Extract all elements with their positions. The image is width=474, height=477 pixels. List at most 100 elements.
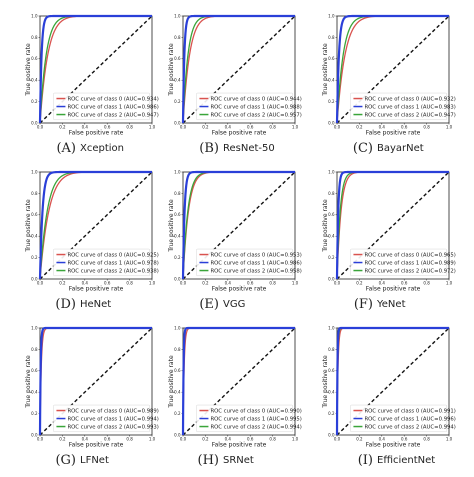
legend-entry: ROC curve of class 2 (AUC=0.993): [67, 424, 158, 430]
x-axis-label: False positive rate: [366, 130, 421, 137]
y-axis-label: True positive rate: [168, 355, 175, 409]
x-tick-label: 0.4: [82, 437, 89, 442]
x-tick-label: 1.0: [292, 125, 299, 130]
roc-chart-d: 0.0 0.2 0.4 0.6 0.8 1.0 0.0 0.2 0.4 0.6 0.8 1.0 Fals…: [25, 169, 159, 312]
x-tick-label: 1.0: [292, 437, 299, 442]
x-axis-label: False positive rate: [69, 442, 124, 449]
y-tick-label: 0.4: [31, 234, 38, 239]
roc-chart-f: 0.0 0.2 0.4 0.6 0.8 1.0 0.0 0.2 0.4 0.6 0.8 1.0 Fals…: [322, 169, 456, 312]
y-tick-label: 1.0: [328, 325, 335, 330]
y-tick-label: 1.0: [174, 169, 181, 174]
legend-entry: ROC curve of class 0 (AUC=0.934): [67, 96, 158, 102]
y-tick-label: 0.2: [31, 99, 38, 104]
y-tick-label: 0.6: [31, 212, 38, 217]
legend-entry: ROC curve of class 0 (AUC=0.989): [67, 408, 158, 414]
y-tick-label: 0.6: [31, 56, 38, 61]
x-tick-label: 0.8: [269, 125, 276, 130]
x-tick-label: 0.8: [126, 125, 133, 130]
x-tick-label: 0.0: [334, 125, 341, 130]
x-tick-label: 0.0: [37, 281, 44, 286]
y-tick-label: 0.0: [328, 276, 335, 281]
roc-curve-class-1: [181, 170, 295, 280]
x-tick-label: 0.6: [247, 125, 254, 130]
y-axis-label: True positive rate: [322, 355, 329, 409]
y-tick-label: 0.8: [328, 35, 335, 40]
x-tick-label: 0.6: [104, 437, 111, 442]
roc-curve-class-1: [335, 326, 449, 436]
legend-entry: ROC curve of class 0 (AUC=0.991): [364, 408, 455, 414]
x-tick-label: 0.6: [104, 125, 111, 130]
y-tick-label: 0.2: [31, 411, 38, 416]
x-tick-label: 0.2: [59, 125, 66, 130]
y-tick-label: 1.0: [174, 13, 181, 18]
y-tick-label: 0.2: [174, 255, 181, 260]
y-axis-label: True positive rate: [25, 199, 32, 253]
caption-name: VGG: [223, 299, 245, 310]
legend-entry: ROC curve of class 0 (AUC=0.965): [364, 252, 455, 258]
legend-entry: ROC curve of class 1 (AUC=0.983): [364, 104, 455, 110]
legend-entry: ROC curve of class 1 (AUC=0.994): [67, 416, 158, 422]
caption-letter: (C): [353, 141, 373, 156]
caption-letter: (E): [199, 297, 219, 312]
y-tick-label: 0.0: [31, 276, 38, 281]
x-tick-label: 0.8: [423, 125, 430, 130]
caption-name: HeNet: [80, 299, 111, 310]
y-tick-label: 0.2: [328, 411, 335, 416]
legend-box: [196, 92, 293, 120]
x-tick-label: 0.4: [82, 125, 89, 130]
y-tick-label: 1.0: [174, 325, 181, 330]
y-axis-label: True positive rate: [168, 43, 175, 97]
x-tick-label: 0.0: [180, 125, 187, 130]
x-tick-label: 0.6: [247, 437, 254, 442]
x-tick-label: 0.0: [180, 437, 187, 442]
x-axis-label: False positive rate: [69, 286, 124, 293]
x-tick-label: 0.8: [423, 437, 430, 442]
y-tick-label: 0.8: [174, 347, 181, 352]
legend-entry: ROC curve of class 1 (AUC=0.995): [210, 416, 301, 422]
caption-name: YeNet: [376, 299, 406, 310]
y-axis-label: True positive rate: [25, 355, 32, 409]
x-tick-label: 0.6: [104, 281, 111, 286]
x-tick-label: 0.0: [37, 125, 44, 130]
x-tick-label: 0.2: [59, 437, 66, 442]
y-tick-label: 1.0: [328, 169, 335, 174]
x-tick-label: 0.4: [379, 125, 386, 130]
roc-curve-class-1: [38, 170, 152, 280]
roc-chart-c: 0.0 0.2 0.4 0.6 0.8 1.0 0.0 0.2 0.4 0.6 0.8 1.0 Fals…: [322, 13, 456, 156]
roc-curve-class-1: [181, 326, 295, 436]
x-axis-label: False positive rate: [212, 442, 267, 449]
legend-box: [350, 92, 447, 120]
y-tick-label: 1.0: [31, 325, 38, 330]
legend-box: [53, 92, 150, 120]
y-tick-label: 0.6: [174, 56, 181, 61]
legend-entry: ROC curve of class 1 (AUC=0.988): [210, 104, 301, 110]
y-tick-label: 0.4: [174, 390, 181, 395]
legend-box: [350, 248, 447, 276]
caption-letter: (A): [56, 141, 76, 156]
x-tick-label: 0.4: [82, 281, 89, 286]
y-axis-label: True positive rate: [25, 43, 32, 97]
x-axis-label: False positive rate: [212, 286, 267, 293]
legend-entry: ROC curve of class 2 (AUC=0.947): [364, 112, 455, 118]
y-tick-label: 0.0: [174, 432, 181, 437]
y-tick-label: 0.2: [328, 255, 335, 260]
legend-entry: ROC curve of class 0 (AUC=0.944): [210, 96, 301, 102]
y-tick-label: 0.4: [174, 78, 181, 83]
legend-entry: ROC curve of class 1 (AUC=0.986): [210, 260, 301, 266]
x-tick-label: 0.4: [225, 125, 232, 130]
y-tick-label: 0.6: [328, 56, 335, 61]
y-axis-label: True positive rate: [168, 199, 175, 253]
roc-curve-class-1: [335, 170, 449, 280]
y-tick-label: 0.4: [328, 390, 335, 395]
caption-name: EfficientNet: [377, 455, 435, 466]
x-tick-label: 0.0: [180, 281, 187, 286]
x-tick-label: 0.6: [401, 437, 408, 442]
y-tick-label: 0.8: [328, 191, 335, 196]
caption-letter: (G): [55, 453, 76, 468]
legend-entry: ROC curve of class 2 (AUC=0.957): [210, 112, 301, 118]
y-tick-label: 0.6: [174, 368, 181, 373]
x-tick-label: 1.0: [446, 437, 453, 442]
roc-chart-i: 0.0 0.2 0.4 0.6 0.8 1.0 0.0 0.2 0.4 0.6 0.8 1.0 Fals…: [322, 325, 456, 468]
